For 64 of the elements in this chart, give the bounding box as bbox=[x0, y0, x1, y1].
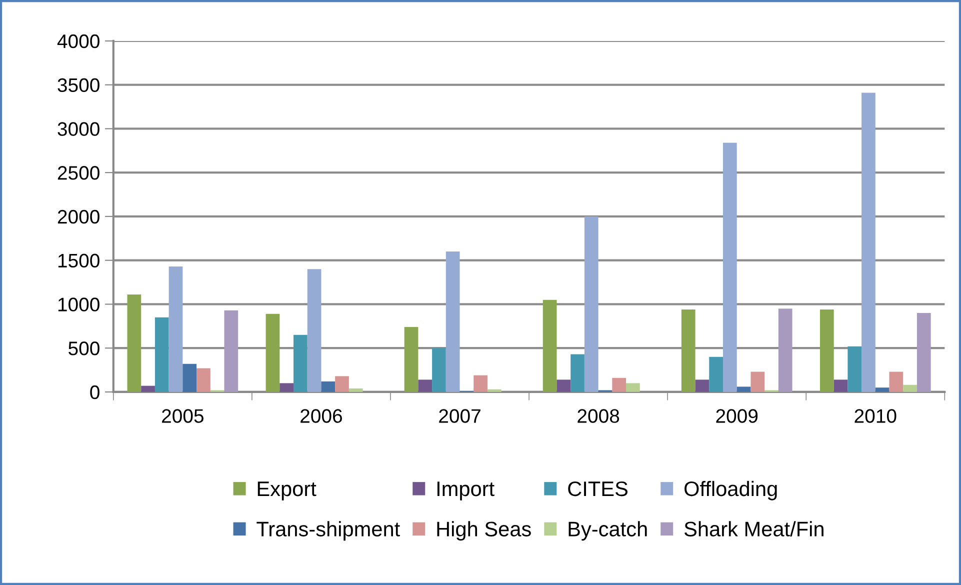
bar bbox=[294, 334, 308, 392]
bar bbox=[266, 314, 280, 392]
y-tick-label: 2000 bbox=[58, 210, 100, 224]
legend-label: Import bbox=[437, 482, 494, 500]
bar bbox=[335, 376, 349, 392]
bar bbox=[418, 380, 432, 392]
x-tick-label: 2010 bbox=[854, 409, 896, 423]
y-tick-label: 1500 bbox=[58, 254, 100, 268]
x-tick-label: 2006 bbox=[300, 409, 342, 423]
bar bbox=[182, 364, 197, 392]
x-tick-label: 2008 bbox=[578, 409, 620, 423]
x-tick-label: 2005 bbox=[162, 409, 204, 423]
legend-label: By-catch bbox=[568, 521, 647, 541]
bar bbox=[875, 388, 890, 392]
y-tick-label: 2500 bbox=[58, 166, 100, 180]
bar bbox=[626, 383, 640, 392]
bar bbox=[280, 383, 294, 392]
bar bbox=[570, 354, 584, 392]
legend-label: Offloading bbox=[684, 480, 777, 500]
y-tick-label: 500 bbox=[68, 342, 100, 356]
bar bbox=[820, 309, 834, 392]
bar bbox=[348, 388, 363, 392]
bar bbox=[889, 372, 904, 392]
bar bbox=[141, 386, 155, 392]
bar bbox=[916, 312, 931, 392]
y-tick-label: 4000 bbox=[57, 34, 100, 48]
bar bbox=[722, 142, 737, 392]
bar bbox=[848, 346, 862, 392]
bar bbox=[584, 216, 598, 392]
bar bbox=[432, 348, 446, 392]
bar bbox=[709, 356, 723, 392]
bar bbox=[487, 389, 502, 392]
bar bbox=[154, 317, 169, 392]
bar bbox=[778, 308, 792, 392]
bar bbox=[681, 309, 696, 392]
bar bbox=[695, 380, 710, 392]
y-tick-label: 3000 bbox=[58, 122, 100, 136]
bar bbox=[862, 92, 876, 392]
x-tick-label: 2009 bbox=[716, 409, 758, 423]
legend-label: CITES bbox=[568, 481, 628, 496]
legend-label: Trans-shipment bbox=[256, 521, 400, 541]
bar bbox=[474, 375, 488, 392]
bar bbox=[903, 384, 917, 392]
bar bbox=[196, 368, 210, 392]
bar bbox=[224, 310, 238, 392]
bar bbox=[307, 269, 322, 392]
bar bbox=[542, 300, 557, 392]
y-tick-label: 1000 bbox=[58, 298, 100, 312]
bar bbox=[404, 327, 418, 392]
y-tick-label: 0 bbox=[90, 385, 100, 400]
bar bbox=[321, 381, 336, 392]
y-tick-label: 3500 bbox=[58, 78, 100, 92]
legend-label: Export bbox=[258, 482, 316, 500]
bar bbox=[168, 266, 183, 392]
bar bbox=[834, 380, 848, 392]
x-tick-label: 2007 bbox=[439, 409, 480, 423]
bar bbox=[750, 372, 765, 392]
legend-label: Shark Meat/Fin bbox=[684, 521, 824, 536]
bar bbox=[556, 380, 571, 392]
bar bbox=[736, 386, 751, 392]
bar bbox=[612, 378, 626, 392]
bar bbox=[127, 294, 142, 392]
bar bbox=[446, 252, 460, 392]
legend-label: High Seas bbox=[437, 521, 531, 541]
